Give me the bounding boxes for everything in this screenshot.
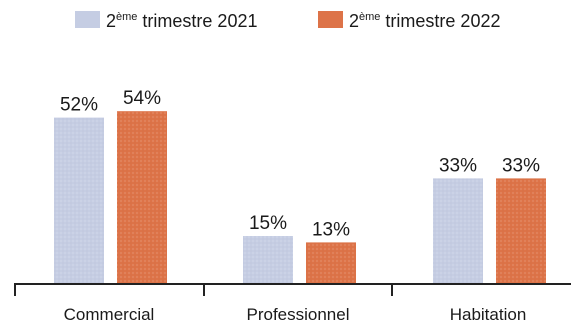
category-label-professionnel: Professionnel — [246, 305, 349, 323]
value-label-habitation-series-2: 33% — [502, 155, 540, 176]
category-label-commercial: Commercial — [64, 305, 155, 323]
legend-item-2021: 2ème trimestre 2021 — [75, 11, 257, 31]
legend-label-2022: 2ème trimestre 2022 — [349, 11, 500, 31]
bar-texture — [243, 236, 293, 284]
legend-swatch-2022 — [318, 11, 343, 28]
value-label-professionnel-series-1: 15% — [249, 213, 287, 234]
legend-item-2022: 2ème trimestre 2022 — [318, 11, 500, 31]
value-label-habitation-series-1: 33% — [439, 155, 477, 176]
category-labels: Commercial Professionnel Habitation — [64, 305, 527, 323]
value-label-commercial-series-2: 54% — [123, 88, 161, 109]
value-labels: 52% 54% 15% 13% 33% 33% — [60, 88, 540, 240]
bar-texture — [496, 178, 546, 284]
value-label-commercial-series-1: 52% — [60, 95, 98, 116]
bar-texture — [306, 242, 356, 284]
bar-texture — [117, 111, 167, 284]
bars — [54, 111, 546, 284]
category-label-habitation: Habitation — [450, 305, 527, 323]
legend-label-2021: 2ème trimestre 2021 — [106, 11, 257, 31]
legend: 2ème trimestre 2021 2ème trimestre 2022 — [75, 11, 500, 31]
legend-swatch-2021 — [75, 11, 100, 28]
bar-texture — [433, 178, 483, 284]
bar-texture — [54, 117, 104, 284]
value-label-professionnel-series-2: 13% — [312, 219, 350, 240]
x-axis — [14, 283, 571, 296]
